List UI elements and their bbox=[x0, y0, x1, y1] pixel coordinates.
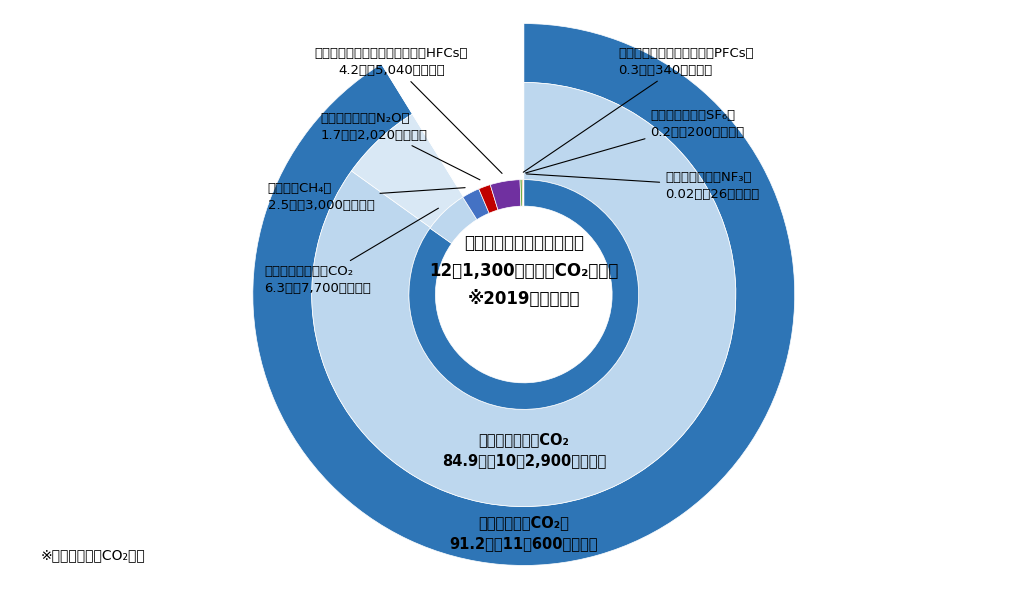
Text: 二酸化炭素（CO₂）
91.2％（11億600万トン）: 二酸化炭素（CO₂） 91.2％（11億600万トン） bbox=[450, 515, 598, 551]
Wedge shape bbox=[463, 189, 489, 220]
Text: メタン（CH₄）
2.5％）3,000万トン）: メタン（CH₄） 2.5％）3,000万トン） bbox=[267, 183, 465, 212]
Text: 日本の温室効果ガス排出量
12億1,300万トン（CO₂換算）
※2019年度速報値: 日本の温室効果ガス排出量 12億1,300万トン（CO₂換算） ※2019年度速… bbox=[429, 234, 618, 307]
Circle shape bbox=[436, 207, 611, 382]
Wedge shape bbox=[430, 197, 477, 243]
Text: ※排出量は全てCO₂換算: ※排出量は全てCO₂換算 bbox=[41, 548, 145, 562]
Text: パーフルオロカーボン類（PFCs）
0.3％（340万トン）: パーフルオロカーボン類（PFCs） 0.3％（340万トン） bbox=[523, 47, 754, 172]
Wedge shape bbox=[253, 24, 795, 565]
Wedge shape bbox=[490, 180, 521, 210]
Text: 三ふっ化窒素（NF₃）
0.02％（26万トン）: 三ふっ化窒素（NF₃） 0.02％（26万トン） bbox=[526, 171, 760, 200]
Text: 一酸化二窒素（N₂O）
1.7％）2,020万トン）: 一酸化二窒素（N₂O） 1.7％）2,020万トン） bbox=[321, 112, 480, 180]
Text: 非エネルギー起源CO₂
6.3％）7,700万トン）: 非エネルギー起源CO₂ 6.3％）7,700万トン） bbox=[264, 208, 438, 294]
Text: エネルギー起源CO₂
84.9％（10億2,900万トン）: エネルギー起源CO₂ 84.9％（10億2,900万トン） bbox=[441, 432, 606, 469]
Wedge shape bbox=[413, 82, 524, 197]
Wedge shape bbox=[351, 114, 464, 227]
Wedge shape bbox=[311, 82, 736, 507]
Text: 六ふっ化硫黄（SF₆）
0.2％（200万トン）: 六ふっ化硫黄（SF₆） 0.2％（200万トン） bbox=[525, 109, 744, 173]
Wedge shape bbox=[520, 180, 522, 206]
Wedge shape bbox=[479, 184, 498, 213]
Wedge shape bbox=[382, 24, 524, 114]
Text: ハイドロフルオロカーボン類（HFCs）
4.2％）5,040万トン）: ハイドロフルオロカーボン類（HFCs） 4.2％）5,040万トン） bbox=[314, 47, 502, 173]
Wedge shape bbox=[409, 180, 639, 409]
Wedge shape bbox=[522, 180, 523, 206]
